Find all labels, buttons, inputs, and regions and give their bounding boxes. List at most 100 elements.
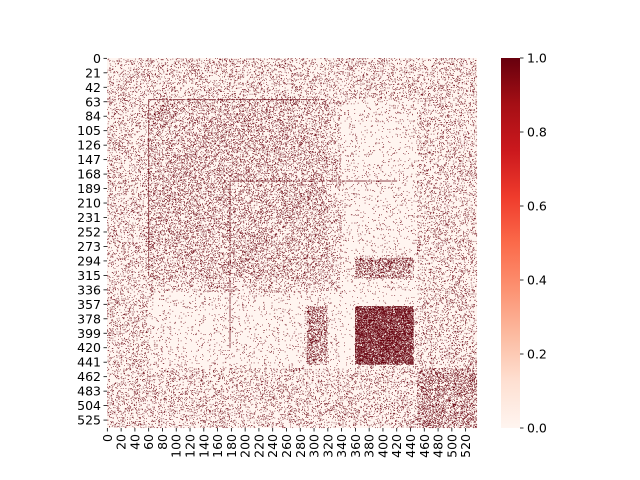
heatmap-cell <box>155 73 156 74</box>
heatmap-cell <box>398 84 400 85</box>
heatmap-cell <box>448 89 451 90</box>
heatmap-cell <box>328 108 330 110</box>
heatmap-cell <box>276 109 278 111</box>
heatmap-cell <box>395 107 396 109</box>
heatmap-cell <box>333 62 334 64</box>
heatmap-cell <box>206 81 208 83</box>
heatmap-cell <box>440 101 442 103</box>
heatmap-cell <box>462 113 464 114</box>
heatmap-cell <box>449 97 451 99</box>
heatmap-cell <box>283 114 285 116</box>
heatmap-cell <box>252 82 254 84</box>
heatmap-cell <box>458 109 460 111</box>
heatmap-cell <box>166 59 168 61</box>
heatmap-cell <box>439 104 441 105</box>
heatmap-cell <box>153 106 155 108</box>
heatmap-cell <box>235 69 237 71</box>
heatmap-cell <box>291 86 293 88</box>
heatmap-cell <box>421 62 423 64</box>
heatmap-cell <box>267 69 269 71</box>
heatmap-cell <box>163 100 165 101</box>
heatmap-cell <box>275 115 277 116</box>
heatmap-cell <box>182 111 183 113</box>
heatmap-cell <box>160 78 161 80</box>
heatmap-cell <box>229 97 231 99</box>
heatmap-cell <box>466 108 468 110</box>
heatmap-cell <box>193 106 196 107</box>
heatmap-cell <box>252 76 254 78</box>
heatmap-cell <box>377 98 378 100</box>
heatmap-cell <box>439 69 441 71</box>
heatmap-cell <box>174 100 176 102</box>
heatmap-cell <box>379 98 381 100</box>
heatmap-cell <box>277 90 279 92</box>
heatmap-cell <box>422 83 424 85</box>
heatmap-cell <box>124 102 126 104</box>
heatmap-cell <box>287 63 289 65</box>
heatmap-cell <box>142 71 144 72</box>
heatmap-cell <box>353 71 355 72</box>
heatmap-cell <box>155 85 156 87</box>
heatmap-cell <box>212 105 214 107</box>
heatmap-cell <box>217 107 218 109</box>
heatmap-cell <box>232 106 234 107</box>
heatmap-cell <box>116 111 118 113</box>
heatmap-cell <box>339 103 342 105</box>
heatmap-cell <box>155 104 157 106</box>
heatmap-cell <box>461 112 462 114</box>
heatmap-cell <box>242 71 243 73</box>
heatmap-cell <box>350 90 351 92</box>
heatmap-cell <box>192 59 194 61</box>
heatmap-cell <box>232 91 234 92</box>
heatmap-cell <box>167 100 169 101</box>
heatmap-cell <box>222 76 223 78</box>
heatmap-cell <box>438 89 440 90</box>
heatmap-cell <box>246 109 248 111</box>
heatmap-cell <box>401 104 403 105</box>
heatmap-cell <box>248 63 250 65</box>
heatmap-cell <box>200 104 202 106</box>
heatmap-cell <box>476 107 478 109</box>
heatmap-cell <box>125 62 127 63</box>
heatmap-cell <box>450 89 452 91</box>
heatmap-cell <box>313 97 314 99</box>
heatmap-cell <box>405 84 407 85</box>
heatmap-cell <box>413 97 415 99</box>
heatmap-cell <box>327 93 329 95</box>
heatmap-cell <box>210 104 212 106</box>
heatmap-cell <box>224 71 225 72</box>
heatmap-cell <box>436 66 438 68</box>
heatmap-cell <box>147 60 149 62</box>
heatmap-cell <box>167 77 169 79</box>
heatmap-cell <box>149 65 151 67</box>
heatmap-cell <box>154 111 156 112</box>
heatmap-cell <box>271 69 273 71</box>
heatmap-cell <box>113 108 114 110</box>
heatmap-cell <box>452 69 453 70</box>
heatmap-cell <box>284 59 285 61</box>
heatmap-cell <box>195 110 197 112</box>
heatmap-cell <box>459 62 460 63</box>
heatmap-cell <box>145 77 147 79</box>
heatmap-cell <box>205 75 207 76</box>
heatmap-cell <box>261 109 263 111</box>
heatmap-cell <box>197 85 199 87</box>
heatmap-cell <box>324 108 326 110</box>
heatmap-cell <box>433 90 435 92</box>
heatmap-cell <box>141 69 143 70</box>
heatmap-cell <box>406 67 407 69</box>
heatmap-cell <box>241 91 243 92</box>
heatmap-cell <box>459 115 462 116</box>
heatmap-cell <box>357 91 358 93</box>
heatmap-cell <box>225 113 227 114</box>
heatmap-cell <box>275 78 277 80</box>
heatmap-cell <box>233 113 235 114</box>
heatmap-cell <box>442 108 444 110</box>
heatmap-cell <box>146 75 148 77</box>
heatmap-cell <box>179 83 181 85</box>
heatmap-cell <box>473 81 475 83</box>
heatmap-cell <box>277 94 278 96</box>
heatmap-cell <box>401 80 402 81</box>
heatmap-cell <box>223 83 225 85</box>
heatmap-cell <box>368 113 369 114</box>
